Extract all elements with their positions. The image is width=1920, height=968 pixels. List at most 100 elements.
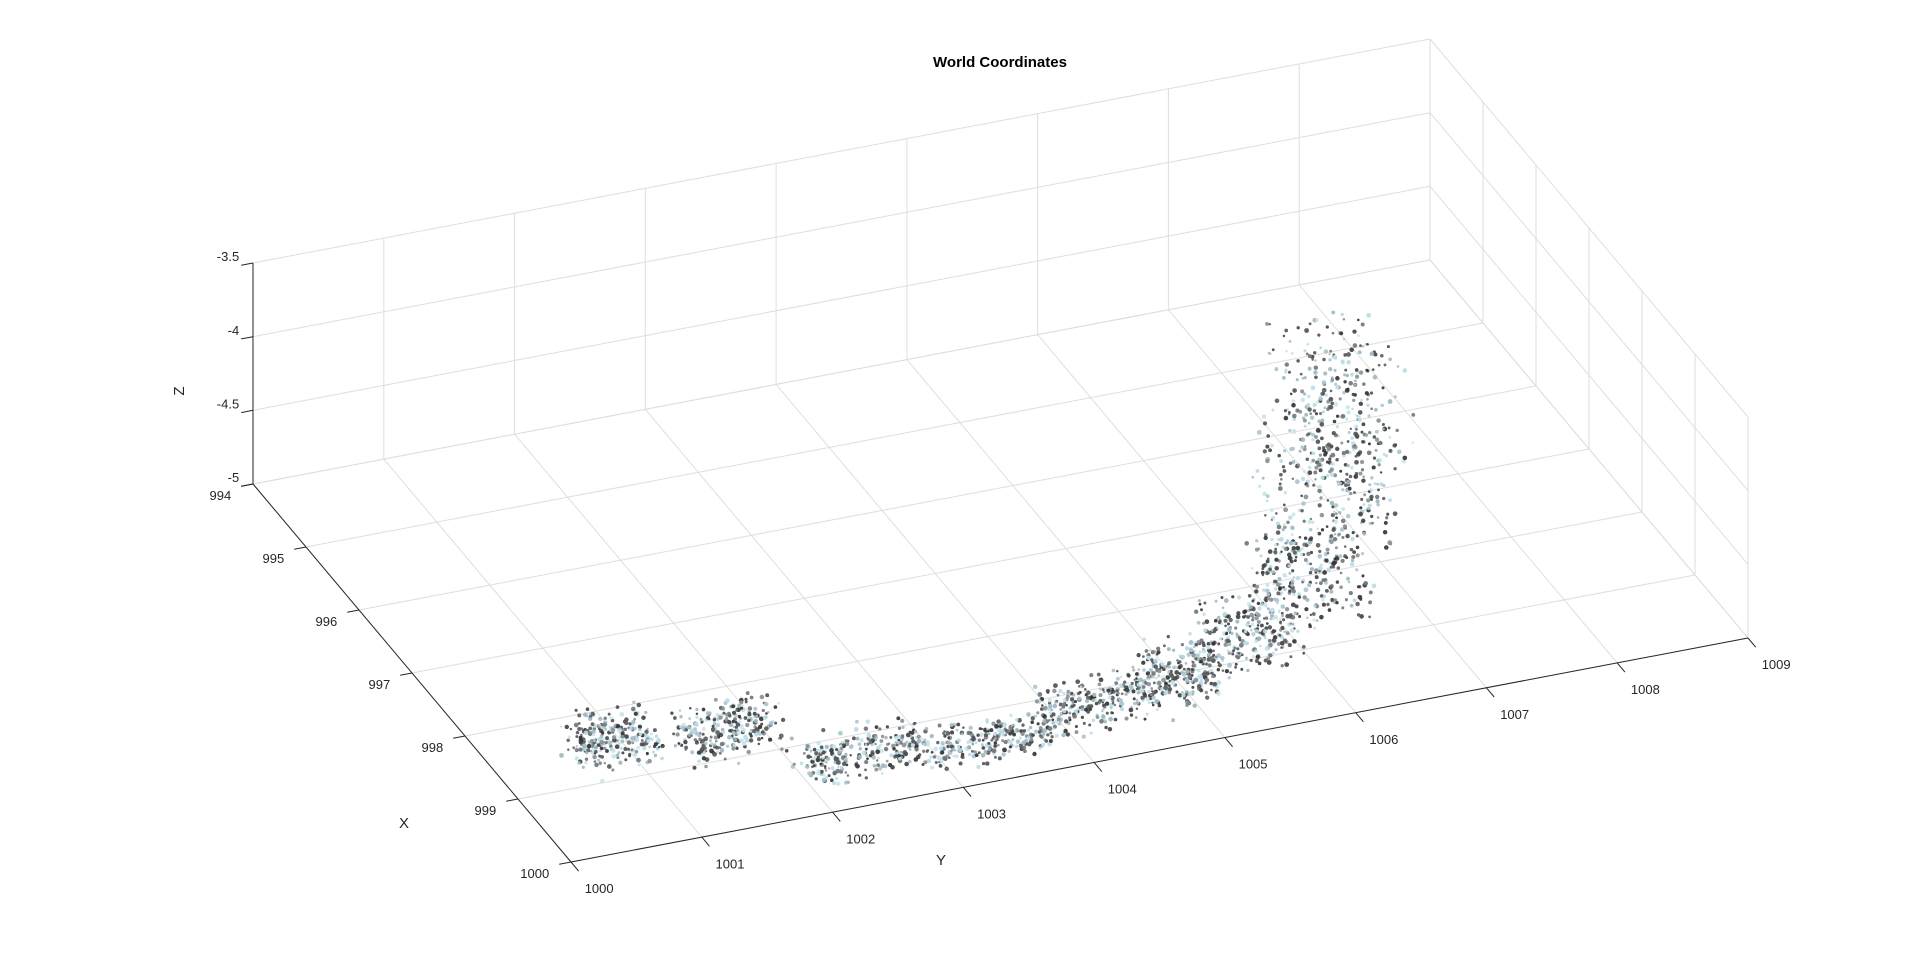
point-cloud-point [1284,607,1290,612]
point-cloud-point [1279,617,1282,621]
point-cloud-point [1150,687,1154,690]
point-cloud-point [598,716,603,721]
point-cloud-point [1219,637,1223,641]
point-cloud-point [819,749,823,753]
point-cloud-point [720,727,725,732]
point-cloud-point [699,717,703,721]
point-cloud-point [591,733,596,737]
point-cloud-point [1056,693,1060,697]
point-cloud-point [1257,661,1262,666]
point-cloud-point [1153,658,1158,664]
point-cloud-point [1001,739,1005,743]
point-cloud-point [844,757,848,761]
point-cloud-point [1263,658,1268,663]
point-cloud-point [602,722,607,727]
point-cloud-point [810,759,815,764]
point-cloud-point [727,734,732,740]
point-cloud-point [1363,508,1366,512]
point-cloud-point [1326,602,1330,607]
point-cloud-point [1315,543,1321,548]
point-cloud-point [879,739,884,743]
point-cloud-point [874,735,878,739]
point-cloud-point [1282,597,1286,600]
point-cloud-point [1346,440,1350,443]
point-cloud-point [868,740,872,745]
point-cloud-point [905,732,911,738]
point-cloud-point [1343,373,1347,377]
point-cloud-point [1326,567,1332,573]
point-cloud-point [1357,334,1360,337]
point-cloud-point [1314,465,1319,470]
point-cloud-point [885,759,889,763]
point-cloud-point [1321,387,1327,393]
point-cloud-point [1392,443,1397,448]
point-cloud-point [610,747,614,751]
point-cloud-point [589,738,594,743]
point-cloud-point [1377,363,1381,367]
point-cloud-point [1034,699,1039,704]
point-cloud-point [1002,722,1007,727]
point-cloud-point [1325,473,1330,478]
point-cloud-point [1276,601,1279,605]
point-cloud-point [1142,655,1145,658]
point-cloud-point [673,716,677,720]
point-cloud-point [694,740,699,745]
point-cloud-point [648,745,651,749]
point-cloud-point [1085,699,1089,703]
point-cloud-point [610,740,613,744]
point-cloud-point [1276,524,1282,530]
point-cloud-point [1308,623,1312,627]
point-cloud-point [1107,727,1113,732]
point-cloud-point [907,759,912,764]
point-cloud-point [609,744,613,748]
point-cloud-point [819,762,823,766]
point-cloud-point [645,751,649,755]
point-cloud-point [967,745,972,750]
point-cloud-point [1299,547,1304,551]
point-cloud-point [1355,545,1360,550]
point-cloud-point [960,732,964,736]
point-cloud-point [1321,392,1325,396]
point-cloud-point [1260,602,1264,606]
point-cloud-point [1062,698,1067,703]
point-cloud-point [1293,611,1298,615]
point-cloud-point [585,707,590,711]
point-cloud-point [1157,669,1162,674]
point-cloud-point [1305,433,1309,437]
point-cloud-point [690,750,695,755]
point-cloud-point [1111,699,1115,703]
point-cloud-point [1192,645,1196,649]
point-cloud-point [819,745,824,750]
floor-grid-line-y [514,433,833,813]
point-cloud-point [1351,392,1355,396]
point-cloud-point [1303,445,1307,448]
point-cloud-point [1256,620,1261,624]
point-cloud-point [1381,422,1385,427]
point-cloud-point [1113,703,1117,707]
point-cloud-point [777,701,780,705]
point-cloud-point [1322,357,1326,362]
point-cloud-point [884,735,888,740]
point-cloud-point [745,722,750,728]
point-cloud-point [1202,671,1207,677]
point-cloud-point [1297,595,1302,599]
point-cloud-point [1328,396,1334,402]
point-cloud-point [1209,655,1214,661]
point-cloud-point [1295,408,1300,413]
point-cloud-point [1234,662,1238,666]
point-cloud-point [1343,380,1347,384]
point-cloud-point [1339,571,1343,575]
point-cloud-point [1212,681,1218,687]
point-cloud-point [1222,611,1228,617]
point-cloud-point [1167,686,1173,692]
point-cloud-point [1220,596,1224,599]
point-cloud-point [1258,644,1262,648]
point-cloud-point [681,722,686,727]
point-cloud-point [1262,449,1267,454]
point-cloud-point [897,753,901,758]
point-cloud-point [1227,662,1232,668]
point-cloud-point [741,741,747,746]
y-axis-label: Y [936,852,946,869]
point-cloud-point [829,744,833,748]
point-cloud-point [1370,514,1374,519]
